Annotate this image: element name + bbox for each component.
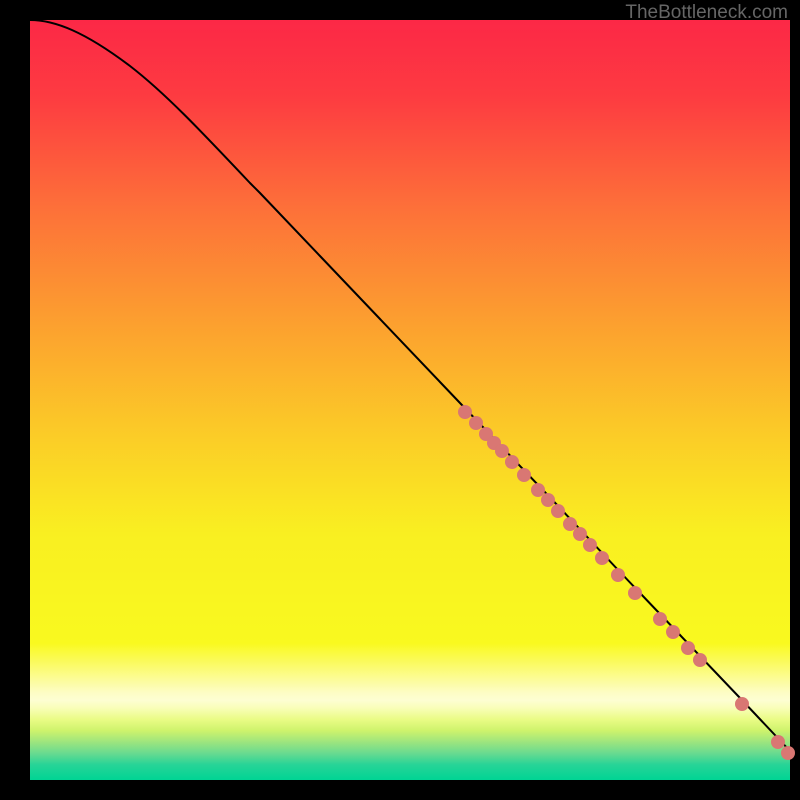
data-marker bbox=[771, 735, 785, 749]
data-marker bbox=[595, 551, 609, 565]
data-marker bbox=[628, 586, 642, 600]
data-marker bbox=[781, 746, 795, 760]
data-marker bbox=[495, 444, 509, 458]
data-marker bbox=[469, 416, 483, 430]
data-marker bbox=[681, 641, 695, 655]
data-marker bbox=[666, 625, 680, 639]
data-marker bbox=[505, 455, 519, 469]
data-marker bbox=[653, 612, 667, 626]
data-marker bbox=[517, 468, 531, 482]
data-marker bbox=[541, 493, 555, 507]
plot-background bbox=[30, 20, 790, 780]
data-marker bbox=[611, 568, 625, 582]
data-marker bbox=[583, 538, 597, 552]
data-marker bbox=[458, 405, 472, 419]
data-marker bbox=[573, 527, 587, 541]
data-marker bbox=[531, 483, 545, 497]
bottleneck-chart bbox=[0, 0, 800, 800]
data-marker bbox=[735, 697, 749, 711]
data-marker bbox=[551, 504, 565, 518]
data-marker bbox=[563, 517, 577, 531]
data-marker bbox=[693, 653, 707, 667]
